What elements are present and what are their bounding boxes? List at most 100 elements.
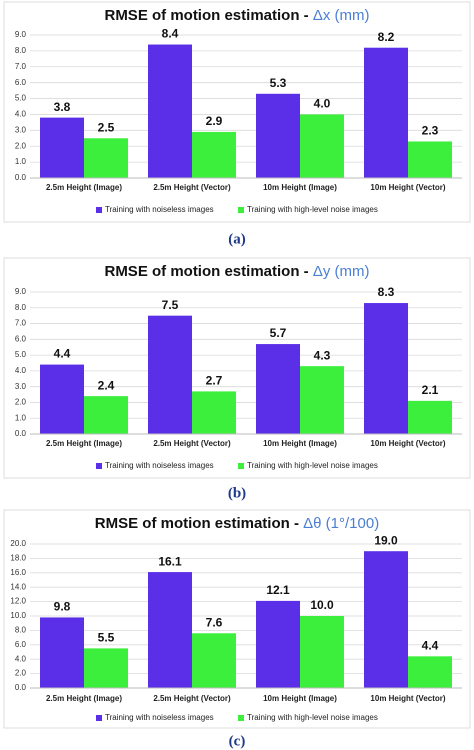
- chart-border: [3, 509, 471, 729]
- y-tick-label: 2.0: [15, 398, 27, 407]
- title-part: RMSE of motion estimation -: [95, 515, 303, 532]
- y-tick-label: 6.0: [15, 334, 27, 343]
- bar: [84, 138, 128, 178]
- y-tick-label: 10.0: [10, 611, 26, 620]
- legend-swatch: [238, 715, 244, 721]
- chart-title: RMSE of motion estimation - Δx (mm): [104, 7, 369, 24]
- value-label: 2.9: [206, 114, 223, 128]
- chart-panel: RMSE of motion estimation - Δθ (1°/100) 0…: [3, 509, 471, 729]
- bar: [148, 572, 192, 688]
- y-tick-label: 3.0: [15, 382, 27, 391]
- value-label: 2.5: [98, 120, 115, 134]
- value-label: 10.0: [310, 598, 334, 612]
- chart-title: RMSE of motion estimation - Δθ (1°/100): [95, 515, 379, 532]
- x-tick-label: 10m Height (Vector): [370, 183, 445, 192]
- bar: [408, 400, 452, 434]
- legend-swatch: [96, 715, 102, 721]
- y-tick-label: 1.0: [15, 157, 27, 166]
- x-tick-label: 10m Height (Image): [263, 183, 337, 192]
- title-part: Δθ (1°/100): [303, 515, 379, 532]
- value-label: 19.0: [374, 533, 398, 547]
- value-label: 2.4: [98, 378, 115, 392]
- value-label: 5.3: [270, 76, 287, 90]
- chart-border: [3, 1, 471, 223]
- bar: [40, 364, 84, 434]
- value-label: 8.3: [378, 285, 395, 299]
- y-tick-label: 0.0: [15, 173, 27, 182]
- chart-panel: RMSE of motion estimation - Δy (mm) 0.0 1.…: [3, 257, 471, 479]
- y-tick-label: 8.0: [15, 46, 27, 55]
- legend-label: Training with noiseless images: [105, 713, 214, 722]
- title-part: RMSE of motion estimation -: [104, 263, 312, 280]
- bar: [364, 47, 408, 178]
- value-label: 7.6: [206, 615, 223, 629]
- y-tick-label: 0.0: [15, 429, 27, 438]
- x-tick-label: 10m Height (Vector): [370, 694, 445, 703]
- y-tick-label: 18.0: [10, 554, 26, 563]
- chart-border: [3, 257, 471, 479]
- x-tick-label: 2.5m Height (Image): [46, 183, 122, 192]
- caption: (c): [229, 733, 246, 749]
- chart-title: RMSE of motion estimation - Δy (mm): [104, 263, 369, 280]
- value-label: 2.3: [422, 124, 439, 138]
- y-tick-label: 8.0: [15, 626, 27, 635]
- value-label: 5.7: [270, 326, 287, 340]
- x-tick-label: 2.5m Height (Image): [46, 439, 122, 448]
- legend-swatch: [238, 207, 244, 213]
- y-tick-label: 4.0: [15, 110, 27, 119]
- legend-label: Training with noiseless images: [105, 205, 214, 214]
- bar: [148, 315, 192, 434]
- y-tick-label: 5.0: [15, 350, 27, 359]
- y-tick-label: 9.0: [15, 287, 27, 296]
- value-label: 4.3: [314, 348, 331, 362]
- chart-panel: RMSE of motion estimation - Δx (mm) 0.0 1.…: [3, 1, 471, 223]
- bar: [300, 616, 344, 688]
- value-label: 4.4: [54, 347, 71, 361]
- y-tick-label: 4.0: [15, 654, 27, 663]
- y-tick-label: 6.0: [15, 78, 27, 87]
- legend-label: Training with high-level noise images: [247, 205, 378, 214]
- y-tick-label: 1.0: [15, 413, 27, 422]
- bar: [192, 633, 236, 688]
- bar: [192, 391, 236, 434]
- y-tick-label: 0.0: [15, 683, 27, 692]
- title-part: Δx (mm): [313, 7, 370, 24]
- y-tick-label: 6.0: [15, 640, 27, 649]
- bar: [40, 117, 84, 178]
- y-tick-label: 4.0: [15, 366, 27, 375]
- legend-swatch: [96, 463, 102, 469]
- x-tick-label: 10m Height (Vector): [370, 439, 445, 448]
- legend-swatch: [96, 207, 102, 213]
- value-label: 4.4: [422, 638, 439, 652]
- y-tick-label: 12.0: [10, 597, 26, 606]
- x-tick-label: 10m Height (Image): [263, 694, 337, 703]
- bar: [148, 44, 192, 179]
- y-tick-label: 2.0: [15, 141, 27, 150]
- value-label: 3.8: [54, 100, 71, 114]
- legend-label: Training with noiseless images: [105, 461, 214, 470]
- x-tick-label: 2.5m Height (Vector): [153, 439, 231, 448]
- title-part: RMSE of motion estimation -: [104, 7, 312, 24]
- bar: [300, 114, 344, 178]
- value-label: 4.0: [314, 97, 331, 111]
- legend-label: Training with high-level noise images: [247, 461, 378, 470]
- value-label: 9.8: [54, 600, 71, 614]
- bar: [408, 656, 452, 688]
- value-label: 8.2: [378, 30, 395, 44]
- bar: [84, 648, 128, 688]
- value-label: 2.7: [206, 374, 223, 388]
- x-tick-label: 2.5m Height (Vector): [153, 183, 231, 192]
- value-label: 2.1: [422, 383, 439, 397]
- legend-swatch: [238, 463, 244, 469]
- x-tick-label: 10m Height (Image): [263, 439, 337, 448]
- caption: (a): [228, 231, 246, 247]
- y-tick-label: 14.0: [10, 582, 26, 591]
- bar: [256, 93, 300, 178]
- x-tick-label: 2.5m Height (Vector): [153, 694, 231, 703]
- y-tick-label: 8.0: [15, 303, 27, 312]
- bar: [364, 551, 408, 688]
- bar: [408, 141, 452, 178]
- value-label: 8.4: [162, 27, 179, 41]
- value-label: 5.5: [98, 631, 115, 645]
